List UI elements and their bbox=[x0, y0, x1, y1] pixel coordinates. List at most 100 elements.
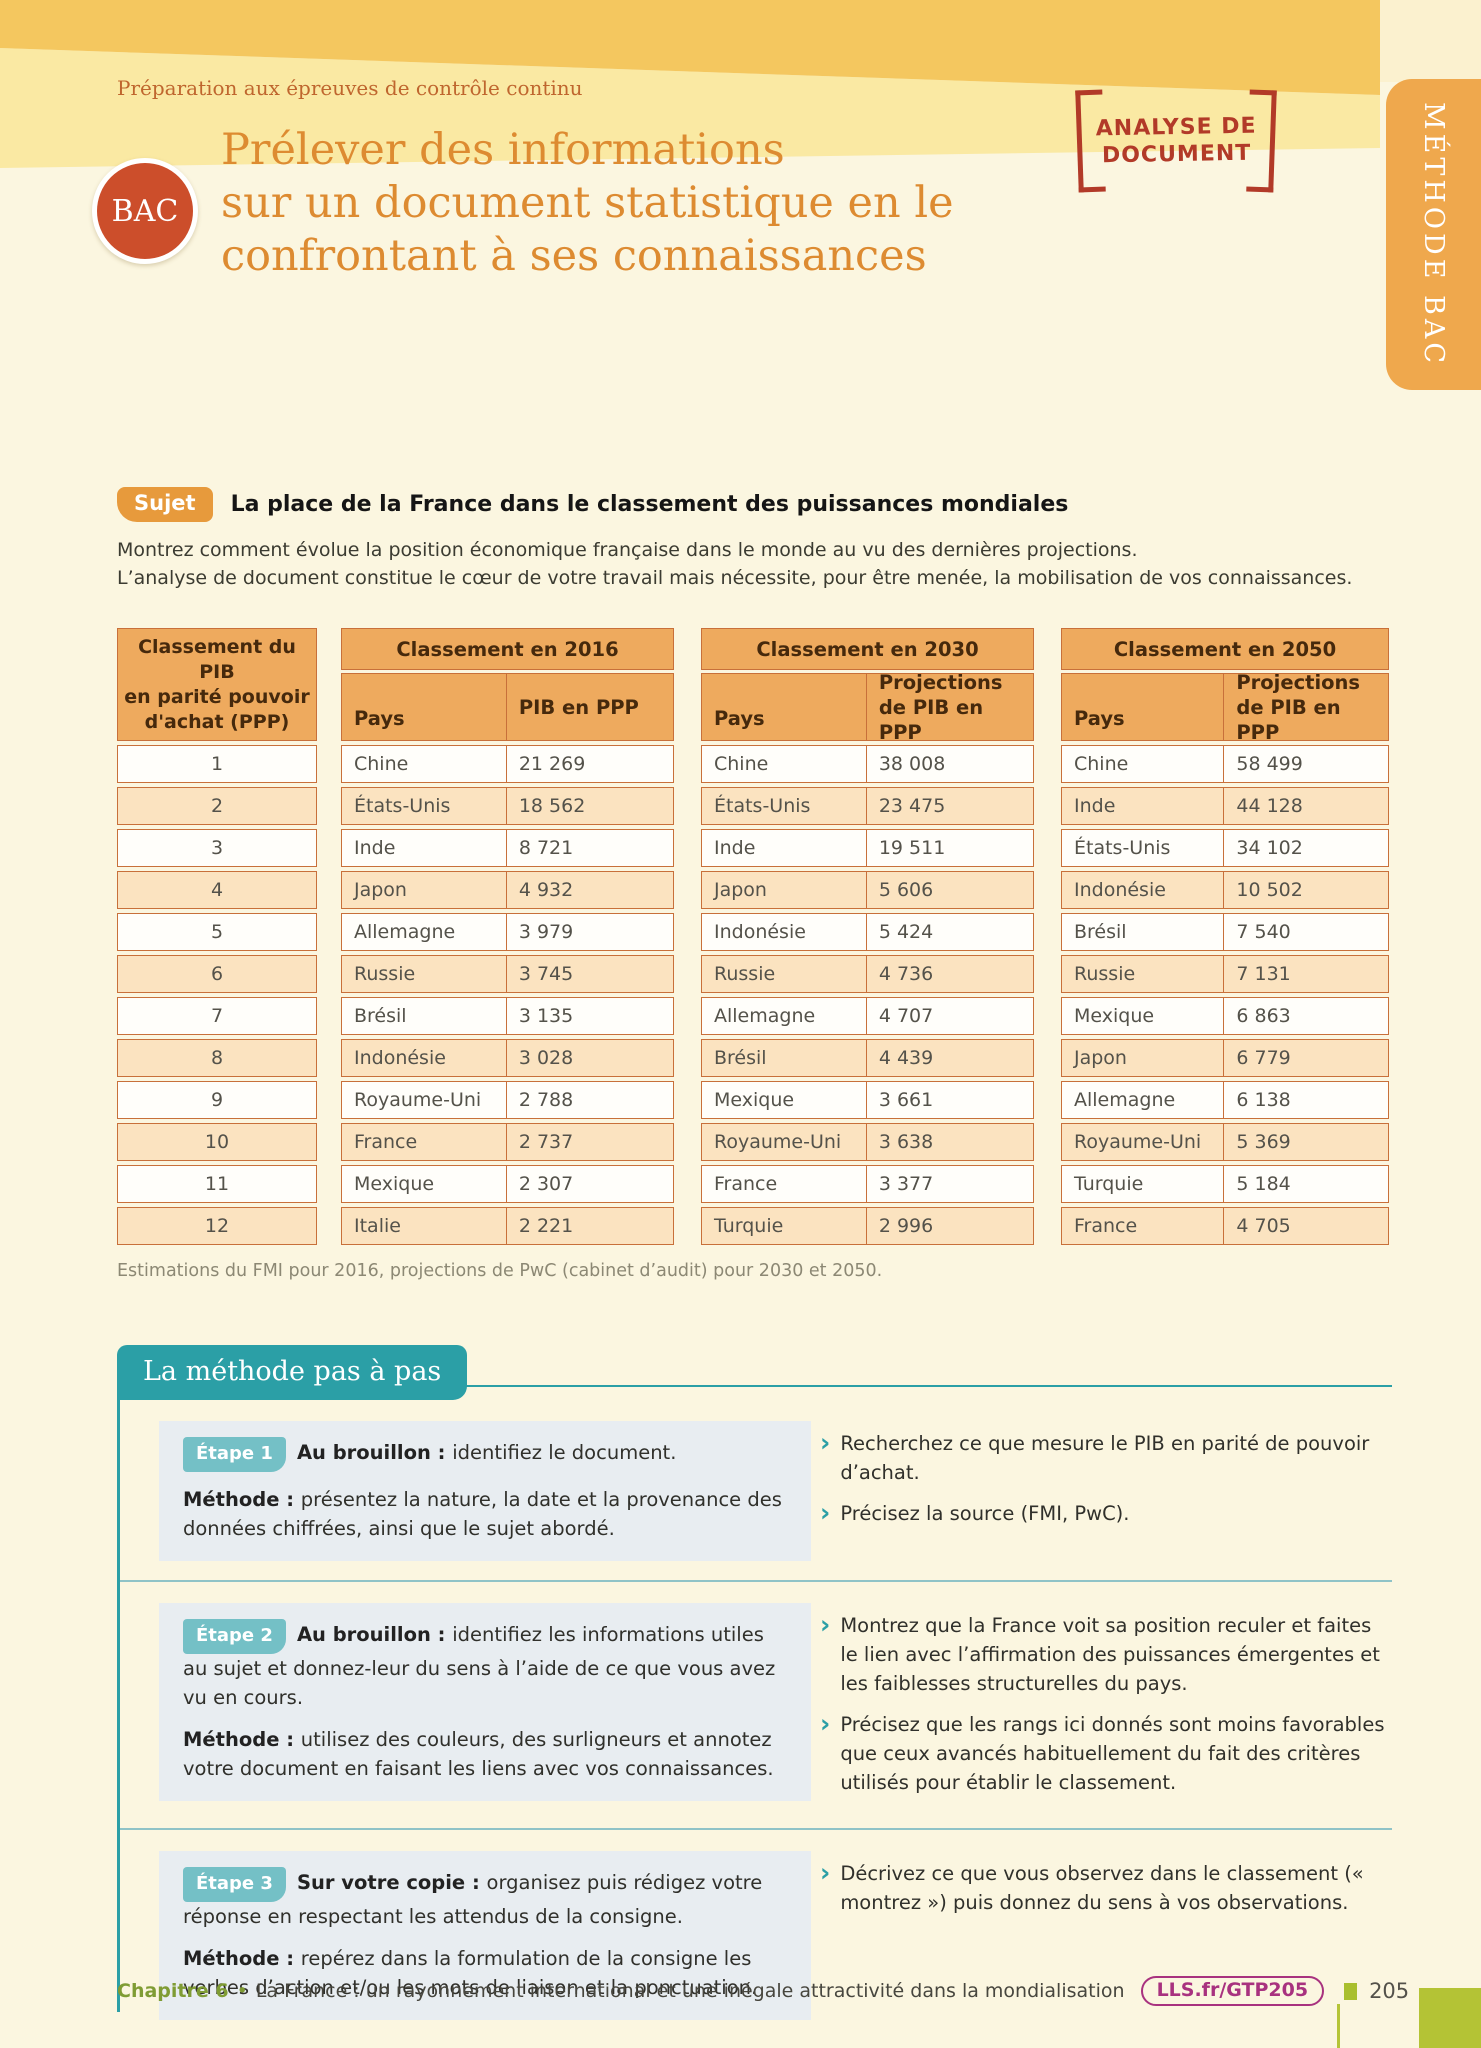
method-section-title: La méthode pas à pas bbox=[117, 1345, 468, 1400]
column-header-pays: Pays bbox=[714, 707, 765, 730]
step-method: Méthode : présentez la nature, la date e… bbox=[183, 1485, 787, 1543]
value-cell: 6 863 bbox=[1223, 998, 1388, 1034]
value-cell: 5 606 bbox=[865, 872, 1033, 908]
table-row: Allemagne 6 138 bbox=[1061, 1081, 1389, 1119]
tip-item: › Recherchez ce que mesure le PIB en pari… bbox=[820, 1429, 1392, 1487]
step-badge: Étape 1 bbox=[183, 1437, 286, 1472]
value-cell: 6 779 bbox=[1223, 1040, 1388, 1076]
tip-text: Montrez que la France voit sa position r… bbox=[840, 1614, 1380, 1695]
country-cell: Allemagne bbox=[702, 998, 866, 1034]
column-header-value: PIB en PPP bbox=[505, 674, 673, 740]
step-method-bold: Méthode : bbox=[183, 1728, 301, 1751]
step-panel: Étape 2 Au brouillon : identifiez les inf… bbox=[159, 1603, 811, 1801]
value-cell: 4 736 bbox=[865, 956, 1033, 992]
step-lead: Étape 1 Au brouillon : identifiez le docu… bbox=[183, 1437, 787, 1472]
rank-column-header: Classement du PIB en parité pouvoir d'ac… bbox=[117, 628, 317, 741]
table-row: Brésil 4 439 bbox=[701, 1039, 1034, 1077]
table-row: Japon 4 932 bbox=[341, 871, 674, 909]
value-cell: 3 661 bbox=[865, 1082, 1033, 1118]
country-cell: Brésil bbox=[342, 998, 506, 1034]
badge-line-1: ANALYSE DE bbox=[1095, 113, 1257, 142]
rank-cell: 8 bbox=[117, 1039, 317, 1077]
step-lead-text: identifiez les informations utiles au su… bbox=[183, 1623, 776, 1709]
table-row: Mexique 6 863 bbox=[1061, 997, 1389, 1035]
country-cell: Inde bbox=[342, 830, 506, 866]
method-step-row: Étape 1 Au brouillon : identifiez le docu… bbox=[117, 1400, 1392, 1580]
value-cell: 3 979 bbox=[505, 914, 673, 950]
page-title: Prélever des informations sur un documen… bbox=[221, 124, 954, 283]
rank-column: Classement du PIB en parité pouvoir d'ac… bbox=[117, 628, 317, 1249]
table-year-title: Classement en 2030 bbox=[701, 628, 1034, 670]
tip-text: Précisez la source (FMI, PwC). bbox=[840, 1502, 1130, 1525]
method-left-border bbox=[117, 1400, 120, 2012]
eyebrow-text: Préparation aux épreuves de contrôle con… bbox=[117, 76, 583, 100]
sujet-badge: Sujet bbox=[117, 487, 213, 522]
step-method: Méthode : repérez dans la formulation de… bbox=[183, 1944, 787, 2002]
table-row: France 4 705 bbox=[1061, 1207, 1389, 1245]
country-cell: Chine bbox=[1062, 746, 1224, 782]
value-cell: 19 511 bbox=[865, 830, 1033, 866]
table-row: Mexique 2 307 bbox=[341, 1165, 674, 1203]
country-cell: Inde bbox=[702, 830, 866, 866]
table-header-row: Pays PIB en PPP bbox=[341, 673, 674, 741]
table-row: Brésil 7 540 bbox=[1061, 913, 1389, 951]
value-cell: 18 562 bbox=[505, 788, 673, 824]
column-header-value: Projections de PIB en PPP bbox=[1223, 671, 1388, 744]
table-row: Allemagne 3 979 bbox=[341, 913, 674, 951]
methode-bac-side-tab: MÉTHODE BAC bbox=[1386, 79, 1481, 390]
table-row: Indonésie 10 502 bbox=[1061, 871, 1389, 909]
method-top-line bbox=[437, 1385, 1392, 1387]
country-cell: Allemagne bbox=[342, 914, 506, 950]
value-cell: 4 707 bbox=[865, 998, 1033, 1034]
tip-text: Décrivez ce que vous observez dans le cl… bbox=[840, 1862, 1364, 1914]
ranking-table: Classement en 2030 Pays Projections de PIB… bbox=[701, 628, 1034, 1249]
step-lead-bold: Au brouillon : bbox=[296, 1623, 453, 1646]
step-tips: › Décrivez ce que vous observez dans le c… bbox=[820, 1851, 1392, 1929]
tip-item: › Précisez la source (FMI, PwC). bbox=[820, 1499, 1392, 1528]
country-cell: Royaume-Uni bbox=[342, 1082, 506, 1118]
chevron-bullet-icon: › bbox=[820, 1858, 831, 1887]
step-method-text: repérez dans la formulation de la consig… bbox=[183, 1947, 758, 1999]
step-panel: Étape 3 Sur votre copie : organisez puis … bbox=[159, 1851, 811, 2020]
intro-line-2: L’analyse de document constitue le cœur … bbox=[117, 566, 1353, 589]
value-cell: 5 184 bbox=[1223, 1166, 1388, 1202]
table-header-row: Pays Projections de PIB en PPP bbox=[701, 671, 1034, 744]
country-cell: Japon bbox=[1062, 1040, 1224, 1076]
rank-cell: 6 bbox=[117, 955, 317, 993]
title-line-2: sur un document statistique en le bbox=[221, 178, 954, 228]
value-cell: 2 737 bbox=[505, 1124, 673, 1160]
table-row: Turquie 5 184 bbox=[1061, 1165, 1389, 1203]
table-row: Royaume-Uni 5 369 bbox=[1061, 1123, 1389, 1161]
value-cell: 38 008 bbox=[865, 746, 1033, 782]
table-row: Inde 19 511 bbox=[701, 829, 1034, 867]
table-row: Russie 4 736 bbox=[701, 955, 1034, 993]
step-panel: Étape 1 Au brouillon : identifiez le docu… bbox=[159, 1421, 811, 1561]
value-cell: 10 502 bbox=[1223, 872, 1388, 908]
step-lead: Étape 3 Sur votre copie : organisez puis … bbox=[183, 1867, 787, 1931]
value-cell: 5 369 bbox=[1223, 1124, 1388, 1160]
rank-cell: 7 bbox=[117, 997, 317, 1035]
rank-cell: 12 bbox=[117, 1207, 317, 1245]
rank-cell: 2 bbox=[117, 787, 317, 825]
lls-link-pill[interactable]: LLS.fr/GTP205 bbox=[1140, 1976, 1325, 2006]
chevron-bullet-icon: › bbox=[820, 1498, 831, 1527]
country-cell: Turquie bbox=[1062, 1166, 1224, 1202]
table-row: France 2 737 bbox=[341, 1123, 674, 1161]
table-row: Royaume-Uni 2 788 bbox=[341, 1081, 674, 1119]
value-cell: 3 135 bbox=[505, 998, 673, 1034]
table-row: Mexique 3 661 bbox=[701, 1081, 1034, 1119]
footer-green-line bbox=[1337, 2004, 1340, 2048]
right-bracket-icon bbox=[1246, 89, 1277, 193]
table-row: Allemagne 4 707 bbox=[701, 997, 1034, 1035]
country-cell: États-Unis bbox=[702, 788, 866, 824]
country-cell: Japon bbox=[342, 872, 506, 908]
value-cell: 4 439 bbox=[865, 1040, 1033, 1076]
country-cell: Indonésie bbox=[1062, 872, 1224, 908]
country-cell: Chine bbox=[342, 746, 506, 782]
table-row: Russie 7 131 bbox=[1061, 955, 1389, 993]
step-tips: › Recherchez ce que mesure le PIB en pari… bbox=[820, 1421, 1392, 1540]
page-number: 205 bbox=[1369, 1979, 1410, 2003]
country-cell: Italie bbox=[342, 1208, 506, 1244]
step-lead-text: identifiez le document. bbox=[452, 1441, 677, 1464]
